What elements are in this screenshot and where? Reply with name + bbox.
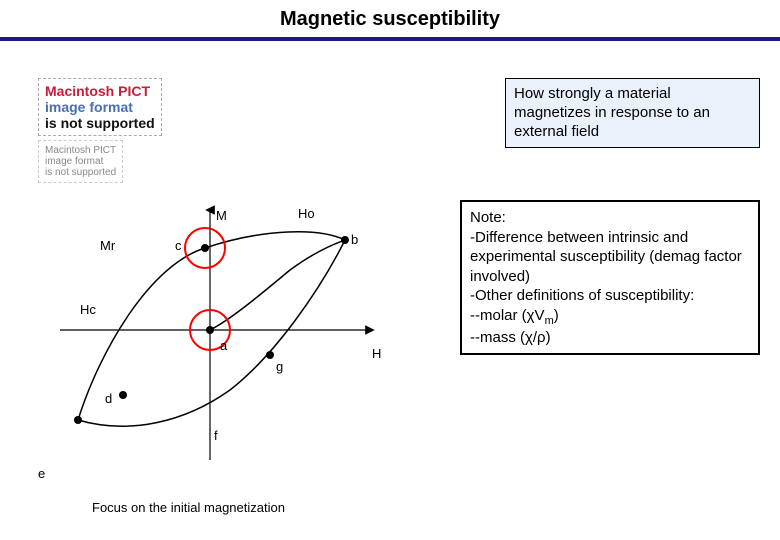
note-l4b: χ/ρ <box>525 329 546 346</box>
note-l3e: ) <box>554 307 559 324</box>
page-title: Magnetic susceptibility <box>0 8 780 31</box>
label-e: e <box>38 466 45 481</box>
pict-small-line1: Macintosh PICT <box>45 145 116 156</box>
pict-small-line2: image format <box>45 156 116 167</box>
title-underline <box>0 37 780 41</box>
definition-text: How strongly a material magnetizes in re… <box>514 85 710 140</box>
note-l4c: ) <box>546 329 551 346</box>
note-l4a: --mass ( <box>470 329 525 346</box>
label-d: d <box>105 391 112 406</box>
definition-box: How strongly a material magnetizes in re… <box>505 78 760 148</box>
label-Ho: Ho <box>298 206 315 221</box>
pict-error-small: Macintosh PICT image format is not suppo… <box>38 140 123 183</box>
pict-small-line3: is not supported <box>45 167 116 178</box>
pict-error-small-inner: Macintosh PICT image format is not suppo… <box>38 140 123 183</box>
note-l3c: V <box>535 307 545 324</box>
title-bar: Magnetic susceptibility <box>0 0 780 45</box>
diagram-caption: Focus on the initial magnetization <box>92 500 285 515</box>
pict-large-line1: Macintosh PICT <box>45 83 155 99</box>
note-line3: --molar (χVm) <box>470 306 750 328</box>
note-l3a: --molar ( <box>470 307 527 324</box>
note-line4: --mass (χ/ρ) <box>470 328 750 348</box>
label-H: H <box>372 346 381 361</box>
note-l3b: χ <box>527 307 535 324</box>
label-c: c <box>175 238 182 253</box>
label-g: g <box>276 359 283 374</box>
label-f: f <box>214 428 218 443</box>
slide-root: Magnetic susceptibility Macintosh PICT i… <box>0 0 780 540</box>
note-box: Note: -Difference between intrinsic and … <box>460 200 760 355</box>
pict-large-line2: image format <box>45 99 155 115</box>
label-b: b <box>351 232 358 247</box>
label-Hc: Hc <box>80 302 96 317</box>
pict-error-large: Macintosh PICT image format is not suppo… <box>38 78 162 136</box>
hysteresis-diagram: M Ho H Mr Hc a b c d e f g <box>30 200 400 500</box>
label-a: a <box>220 338 227 353</box>
note-l3d: m <box>545 315 554 327</box>
pict-error-large-inner: Macintosh PICT image format is not suppo… <box>38 78 162 136</box>
pict-large-line3: is not supported <box>45 115 155 131</box>
note-heading: Note: <box>470 208 750 228</box>
label-Mr: Mr <box>100 238 115 253</box>
note-line2: -Other definitions of susceptibility: <box>470 286 750 306</box>
note-line1: -Difference between intrinsic and experi… <box>470 228 750 287</box>
label-M: M <box>216 208 227 223</box>
